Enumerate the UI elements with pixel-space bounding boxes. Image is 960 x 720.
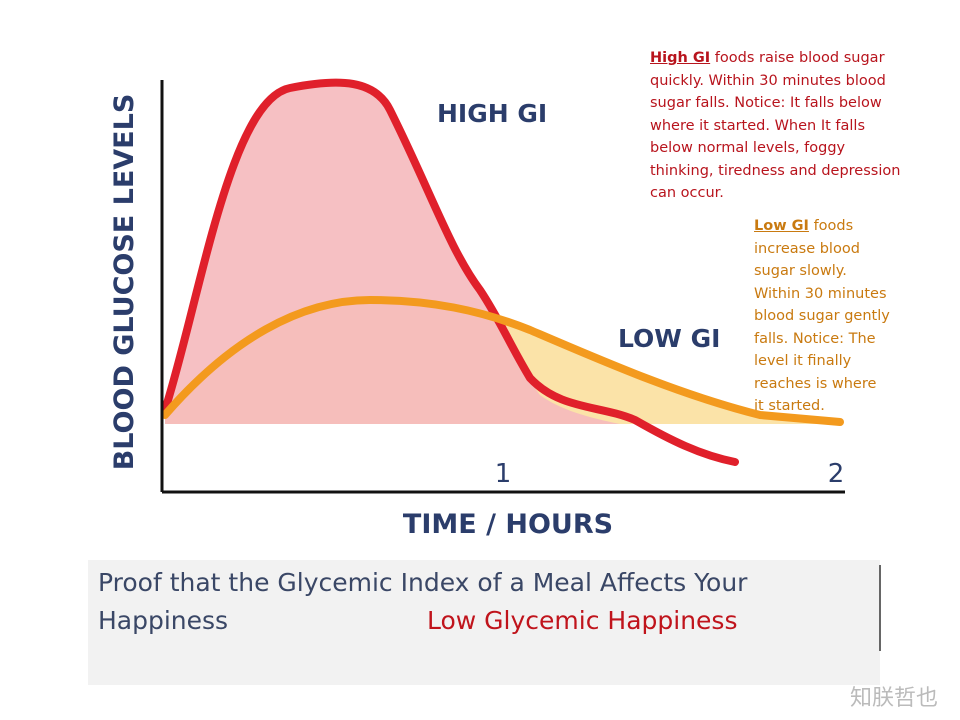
note-text: blood sugar gently [754,308,890,324]
note-line: increase blood [754,238,890,261]
x-axis-label: TIME / HOURS [403,509,613,540]
note-text: level it finally [754,353,852,369]
caption-highlight: Low Glycemic Happiness [427,606,738,635]
low-gi-note: Low GI foods increase blood sugar slowly. W… [754,215,890,418]
note-text: sugar falls. Notice: It falls below [650,95,882,111]
x-tick-label: 2 [828,459,845,489]
note-text: it started. [754,398,825,414]
watermark: 知朕哲也 [850,686,938,711]
note-line: Low GI foods [754,215,890,238]
note-text: foods [813,218,854,234]
note-text: quickly. Within 30 minutes blood [650,72,886,89]
note-line: can occur. [650,182,900,205]
note-text: where it started. When It falls [650,117,866,134]
note-term: High GI [650,50,711,66]
note-text: increase blood [754,240,860,257]
curve-label: LOW GI [618,324,720,353]
note-line: falls. Notice: The [754,328,890,351]
caption-line: Happiness [98,606,229,635]
caption-rule [879,565,881,651]
note-line: thinking, tiredness and depression [650,160,900,183]
note-text: reaches is where [754,375,877,392]
note-text: thinking, tiredness and depression [650,162,901,179]
note-line: where it started. When It falls [650,115,900,138]
note-text: below normal levels, foggy [650,140,846,156]
note-line: reaches is where [754,373,890,396]
note-line: quickly. Within 30 minutes blood [650,70,900,93]
caption-line: Proof that the Glycemic Index of a Meal … [98,568,748,597]
x-tick-label: 1 [495,459,512,489]
y-axis-label: BLOOD GLUCOSE LEVELS [109,94,140,471]
note-line: High GI foods raise blood sugar [650,47,900,70]
note-line: blood sugar gently [754,305,890,328]
caption-box: Proof that the Glycemic Index of a Meal … [88,560,880,685]
note-text: falls. Notice: The [754,330,876,347]
low-gi-curve [161,295,844,426]
note-text: can occur. [650,185,724,201]
high-gi-curve [161,78,739,466]
note-text: Within 30 minutes [754,285,887,302]
note-text: sugar slowly. [754,263,847,279]
high-gi-note: High GI foods raise blood sugar quickly. … [650,47,900,205]
note-line: sugar falls. Notice: It falls below [650,92,900,115]
note-line: level it finally [754,350,890,373]
note-line: Within 30 minutes [754,283,890,306]
note-line: sugar slowly. [754,260,890,283]
note-line: below normal levels, foggy [650,137,900,160]
note-line: it started. [754,395,890,418]
note-text: foods raise blood sugar [714,50,885,66]
curve-label: HIGH GI [437,99,547,128]
note-term: Low GI [754,218,809,234]
